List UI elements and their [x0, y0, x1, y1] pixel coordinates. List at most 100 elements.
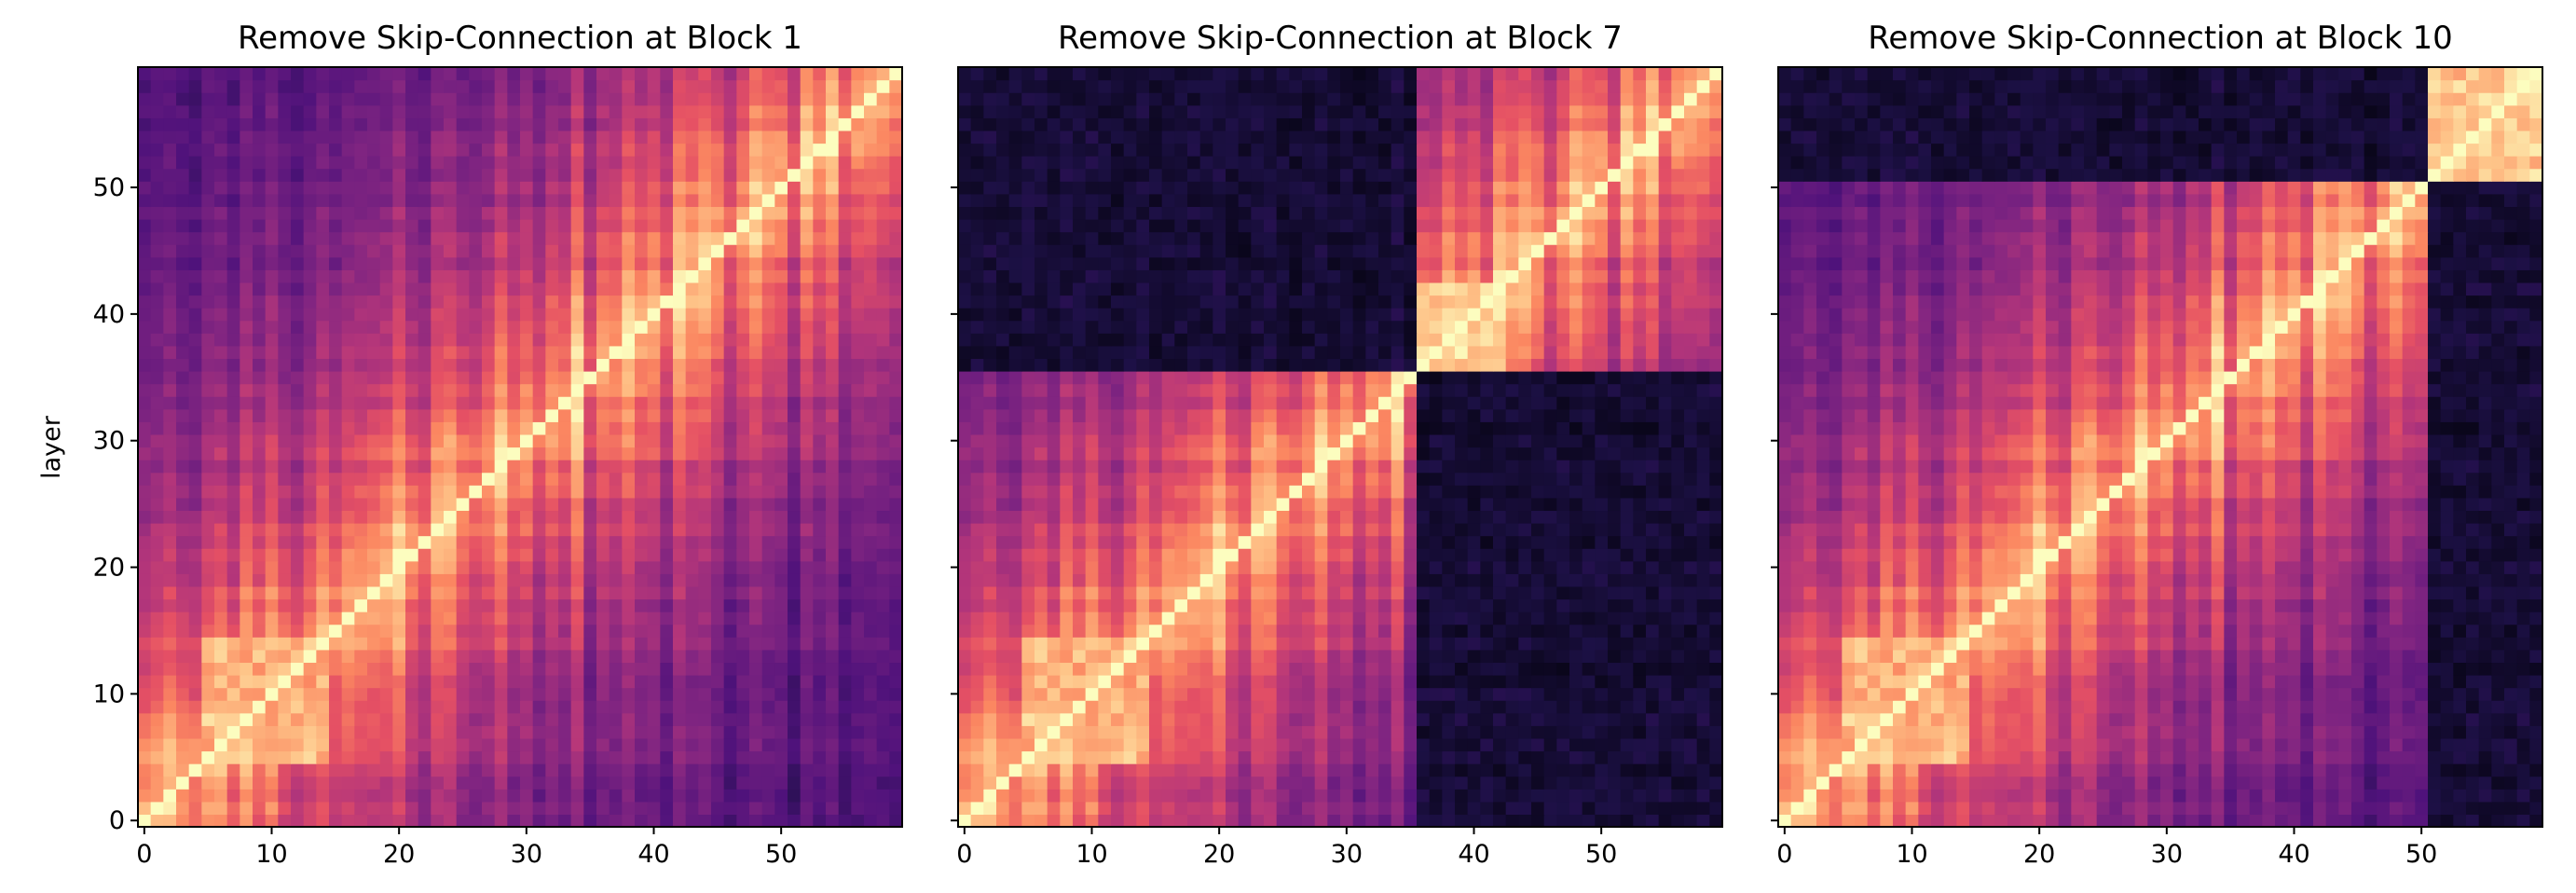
heatmap-cell — [469, 662, 483, 676]
heatmap-cell — [1671, 548, 1685, 562]
heatmap-cell — [736, 789, 750, 803]
heatmap-cell — [570, 497, 584, 512]
heatmap-cell — [520, 130, 534, 144]
heatmap-cell — [494, 79, 508, 93]
heatmap-cell — [647, 573, 661, 587]
heatmap-cell — [826, 763, 840, 777]
heatmap-cell — [1111, 611, 1125, 625]
heatmap-cell — [1085, 548, 1099, 562]
heatmap-cell — [150, 181, 164, 195]
heatmap-cell — [150, 510, 164, 524]
heatmap-cell — [698, 282, 712, 296]
heatmap-cell — [316, 269, 330, 283]
heatmap-cell — [1314, 801, 1328, 816]
heatmap-cell — [303, 460, 317, 474]
heatmap-cell — [1289, 776, 1303, 790]
heatmap-cell — [876, 675, 890, 689]
heatmap-cell — [723, 700, 737, 714]
heatmap-cell — [1352, 611, 1366, 625]
heatmap-cell — [864, 206, 878, 220]
heatmap-cell — [1008, 662, 1022, 676]
heatmap-cell — [723, 358, 737, 372]
heatmap-cell — [494, 523, 508, 537]
heatmap-cell — [1467, 814, 1481, 828]
heatmap-cell — [723, 712, 737, 726]
heatmap-cell — [685, 219, 699, 233]
heatmap-cell — [983, 750, 997, 764]
heatmap-cell — [761, 282, 775, 296]
heatmap-cell — [291, 130, 305, 144]
heatmap-cell — [278, 776, 292, 790]
heatmap-cell — [1047, 725, 1061, 739]
heatmap-cell — [545, 485, 559, 499]
heatmap-cell — [958, 700, 972, 714]
heatmap-cell — [864, 560, 878, 574]
heatmap-cell — [354, 282, 368, 296]
heatmap-cell — [635, 814, 649, 828]
heatmap-cell — [532, 143, 546, 157]
heatmap-cell — [583, 168, 597, 182]
heatmap-cell — [494, 143, 508, 157]
heatmap-cell — [1696, 712, 1710, 726]
heatmap-cell — [1493, 712, 1507, 726]
heatmap-cell — [392, 104, 406, 118]
heatmap-cell — [635, 700, 649, 714]
heatmap-cell — [1111, 789, 1125, 803]
heatmap-cell — [532, 548, 546, 562]
heatmap-cell — [456, 763, 470, 777]
heatmap-cell — [1582, 801, 1596, 816]
heatmap-cell — [570, 548, 584, 562]
heatmap-cell — [1302, 611, 1316, 625]
heatmap-cell — [456, 130, 470, 144]
heatmap-cell — [1480, 814, 1494, 828]
heatmap-cell — [1085, 789, 1099, 803]
heatmap-cell — [367, 156, 381, 170]
heatmap-cell — [240, 231, 253, 245]
heatmap-cell — [201, 79, 215, 93]
heatmap-cell — [545, 143, 559, 157]
heatmap-cell — [188, 421, 202, 435]
heatmap-cell — [379, 446, 393, 460]
heatmap-cell — [558, 675, 572, 689]
heatmap-cell — [889, 687, 903, 701]
heatmap-cell — [240, 143, 253, 157]
heatmap-cell — [163, 472, 177, 486]
heatmap-cell — [996, 573, 1010, 587]
heatmap-cell — [749, 231, 763, 245]
heatmap-cell — [609, 598, 623, 612]
heatmap-cell — [176, 206, 190, 220]
heatmap-cell — [456, 801, 470, 816]
heatmap-cell — [788, 814, 802, 828]
heatmap-cell — [736, 358, 750, 372]
heatmap-cell — [1149, 548, 1163, 562]
heatmap-cell — [1391, 649, 1404, 664]
heatmap-cell — [545, 256, 559, 270]
heatmap-cell — [749, 256, 763, 270]
heatmap-cell — [545, 269, 559, 283]
y-tick-label: 0 — [109, 806, 125, 835]
heatmap-cell — [749, 206, 763, 220]
heatmap-cell — [647, 168, 661, 182]
heatmap-cells — [138, 67, 903, 828]
heatmap-cell — [1327, 801, 1341, 816]
heatmap-cell — [278, 535, 292, 549]
heatmap-cell — [1047, 801, 1061, 816]
heatmap-cell — [1646, 687, 1660, 701]
heatmap-cell — [1264, 598, 1278, 612]
heatmap-cell — [201, 446, 215, 460]
heatmap-cell — [329, 104, 343, 118]
heatmap-cell — [456, 282, 470, 296]
heatmap-cell — [711, 801, 725, 816]
heatmap-cell — [685, 624, 699, 638]
heatmap-cell — [138, 585, 152, 600]
heatmap-cell — [1302, 814, 1316, 828]
heatmap-cell — [226, 510, 240, 524]
heatmap-cell — [201, 117, 215, 131]
heatmap-cell — [1289, 637, 1303, 651]
heatmap-cell — [647, 320, 661, 334]
heatmap-cell — [1531, 585, 1545, 600]
heatmap-cell — [698, 79, 712, 93]
heatmap-cell — [673, 624, 687, 638]
heatmap-cell — [996, 624, 1010, 638]
heatmap-cell — [176, 712, 190, 726]
